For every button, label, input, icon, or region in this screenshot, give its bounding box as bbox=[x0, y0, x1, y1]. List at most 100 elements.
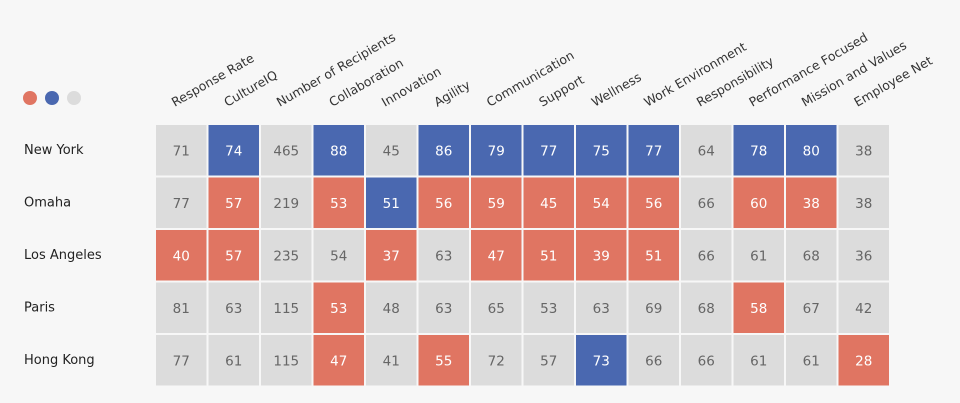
cell-value: 37 bbox=[383, 248, 400, 264]
cell-value: 57 bbox=[225, 248, 242, 264]
cell-value: 38 bbox=[803, 196, 820, 212]
cell bbox=[523, 282, 574, 333]
cell-value: 86 bbox=[435, 143, 452, 159]
legend-dot bbox=[67, 91, 81, 105]
cell-value: 77 bbox=[645, 143, 662, 159]
cell bbox=[523, 335, 574, 386]
cell-value: 61 bbox=[750, 248, 767, 264]
cell bbox=[786, 282, 837, 333]
cell bbox=[681, 177, 732, 228]
cell-value: 66 bbox=[698, 353, 715, 369]
cell-value: 77 bbox=[540, 143, 557, 159]
cell bbox=[418, 335, 469, 386]
cell-value: 69 bbox=[645, 301, 662, 317]
cell bbox=[471, 125, 522, 176]
cell bbox=[838, 282, 889, 333]
cell bbox=[156, 125, 207, 176]
cell-value: 38 bbox=[855, 196, 872, 212]
cell-value: 39 bbox=[593, 248, 610, 264]
cell-value: 73 bbox=[593, 353, 610, 369]
cell-value: 55 bbox=[435, 353, 452, 369]
cell-value: 38 bbox=[855, 143, 872, 159]
cell bbox=[156, 177, 207, 228]
cell bbox=[838, 230, 889, 281]
cell-value: 56 bbox=[645, 196, 662, 212]
cell-value: 51 bbox=[383, 196, 400, 212]
cell-value: 61 bbox=[225, 353, 242, 369]
cell bbox=[628, 335, 679, 386]
cell bbox=[576, 230, 627, 281]
cell bbox=[313, 177, 364, 228]
cell bbox=[838, 177, 889, 228]
cell bbox=[418, 282, 469, 333]
cell-value: 75 bbox=[593, 143, 610, 159]
cell-value: 47 bbox=[330, 353, 347, 369]
cell bbox=[576, 125, 627, 176]
cell-value: 235 bbox=[273, 248, 299, 264]
cell bbox=[733, 177, 784, 228]
cell bbox=[418, 230, 469, 281]
cell-value: 65 bbox=[488, 301, 505, 317]
cell-value: 60 bbox=[750, 196, 767, 212]
cell-value: 63 bbox=[435, 248, 452, 264]
cell-value: 58 bbox=[750, 301, 767, 317]
cell bbox=[156, 230, 207, 281]
cell-value: 74 bbox=[225, 143, 242, 159]
cell bbox=[733, 282, 784, 333]
cell-value: 63 bbox=[435, 301, 452, 317]
cell bbox=[733, 125, 784, 176]
cell bbox=[471, 335, 522, 386]
cell bbox=[838, 125, 889, 176]
cell-value: 68 bbox=[803, 248, 820, 264]
cell-value: 48 bbox=[383, 301, 400, 317]
cell-value: 465 bbox=[273, 143, 299, 159]
cell-value: 219 bbox=[273, 196, 299, 212]
cell bbox=[313, 230, 364, 281]
cell-value: 71 bbox=[173, 143, 190, 159]
cell bbox=[786, 230, 837, 281]
cell-value: 41 bbox=[383, 353, 400, 369]
cell bbox=[523, 230, 574, 281]
cell bbox=[523, 177, 574, 228]
legend-dot bbox=[23, 91, 37, 105]
cell-value: 36 bbox=[855, 248, 872, 264]
cell bbox=[576, 282, 627, 333]
cell-value: 40 bbox=[173, 248, 190, 264]
cell-value: 53 bbox=[330, 196, 347, 212]
cell bbox=[366, 177, 417, 228]
cell-value: 115 bbox=[273, 301, 299, 317]
cell bbox=[208, 125, 259, 176]
cell bbox=[208, 230, 259, 281]
cell-value: 80 bbox=[803, 143, 820, 159]
cell bbox=[156, 335, 207, 386]
cell-value: 42 bbox=[855, 301, 872, 317]
cell-value: 115 bbox=[273, 353, 299, 369]
cell-value: 53 bbox=[330, 301, 347, 317]
cell-value: 88 bbox=[330, 143, 347, 159]
cell-value: 64 bbox=[698, 143, 715, 159]
cell-value: 57 bbox=[540, 353, 557, 369]
cell bbox=[628, 177, 679, 228]
cell bbox=[628, 282, 679, 333]
cell bbox=[471, 282, 522, 333]
cell bbox=[366, 335, 417, 386]
cell bbox=[156, 282, 207, 333]
cell bbox=[261, 125, 312, 176]
cell bbox=[523, 125, 574, 176]
cell bbox=[838, 335, 889, 386]
cell bbox=[471, 230, 522, 281]
cell-value: 59 bbox=[488, 196, 505, 212]
cell bbox=[313, 335, 364, 386]
cell bbox=[261, 335, 312, 386]
cell bbox=[681, 282, 732, 333]
cell-value: 81 bbox=[173, 301, 190, 317]
cell bbox=[418, 177, 469, 228]
column-header: Communication bbox=[484, 47, 577, 109]
cell-value: 61 bbox=[750, 353, 767, 369]
cell-value: 63 bbox=[225, 301, 242, 317]
cell-value: 67 bbox=[803, 301, 820, 317]
cell-value: 51 bbox=[645, 248, 662, 264]
row-label: Hong Kong bbox=[24, 353, 95, 368]
cell-value: 51 bbox=[540, 248, 557, 264]
